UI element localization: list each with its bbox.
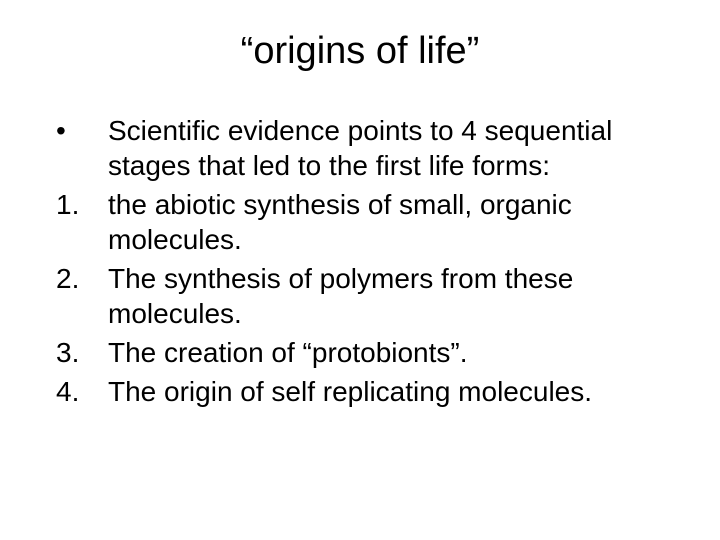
list-item: 4. The origin of self replicating molecu… [50,374,670,409]
content-list: • Scientific evidence points to 4 sequen… [50,113,670,409]
list-item-text: The synthesis of polymers from these mol… [108,261,670,331]
number-marker: 2. [50,261,108,331]
list-item: 1. the abiotic synthesis of small, organ… [50,187,670,257]
list-item-text: Scientific evidence points to 4 sequenti… [108,113,670,183]
slide-title: “origins of life” [50,30,670,73]
list-item: 2. The synthesis of polymers from these … [50,261,670,331]
bullet-marker: • [50,113,108,183]
list-item: • Scientific evidence points to 4 sequen… [50,113,670,183]
number-marker: 4. [50,374,108,409]
number-marker: 3. [50,335,108,370]
list-item: 3. The creation of “protobionts”. [50,335,670,370]
number-marker: 1. [50,187,108,257]
list-item-text: The creation of “protobionts”. [108,335,670,370]
list-item-text: The origin of self replicating molecules… [108,374,670,409]
list-item-text: the abiotic synthesis of small, organic … [108,187,670,257]
